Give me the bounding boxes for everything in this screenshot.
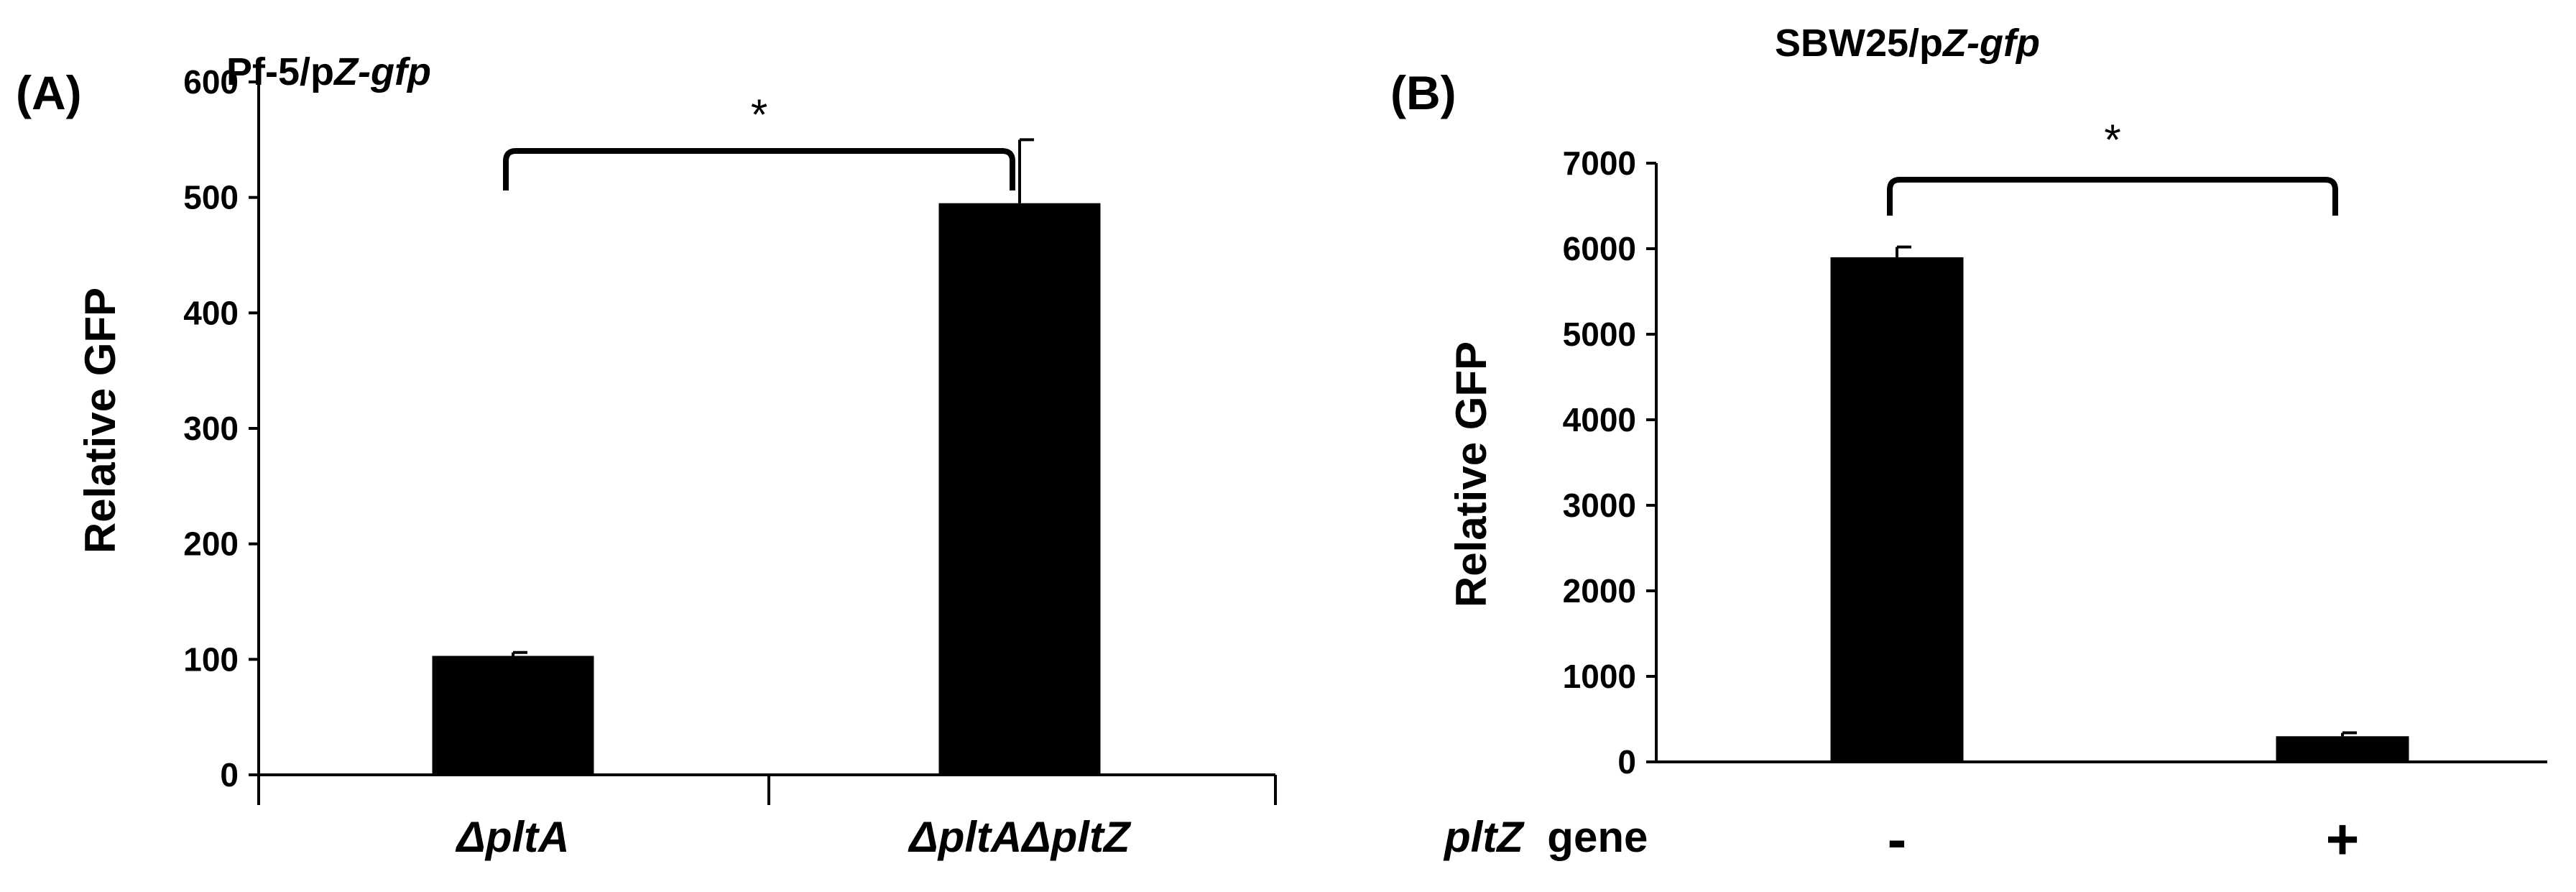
- y-tick-label-b: 6000: [1563, 230, 1636, 267]
- y-tick-label-a: 200: [183, 525, 239, 563]
- y-tick-label-a: 0: [220, 756, 239, 794]
- chart-panel-a: (A) Pf-5/pZ-gfp Relative GFP 0 100 200 300 4…: [16, 50, 1277, 861]
- y-tick-label-b: 4000: [1563, 401, 1636, 438]
- y-tick-label-b: 7000: [1563, 144, 1636, 182]
- bar-b: [2276, 736, 2409, 762]
- bar-a: [432, 656, 594, 775]
- x-axis-label-b-part-1: pltZ: [1443, 813, 1525, 861]
- x-tick-label-b: -: [1888, 807, 1907, 871]
- chart-title-b: SBW25/pZ-gfp: [1775, 22, 2040, 65]
- bar-b: [1830, 257, 1964, 762]
- y-tick-label-a: 400: [183, 294, 239, 331]
- significance-star-b: *: [2104, 116, 2120, 164]
- y-tick-label-a: 600: [183, 63, 239, 101]
- x-axis-label-b-part-2: gene: [1523, 813, 1648, 861]
- chart-title-b-part-1: SBW25/p: [1775, 22, 1943, 65]
- chart-title-a: Pf-5/pZ-gfp: [226, 50, 431, 93]
- chart-title-a-part-2: Z-gfp: [333, 50, 431, 93]
- y-tick-label-a: 300: [183, 410, 239, 447]
- y-tick-label-a: 500: [183, 179, 239, 216]
- y-axis-label-a: Relative GFP: [76, 288, 124, 553]
- chart-title-a-part-1: Pf-5/p: [226, 50, 334, 93]
- y-tick-label-b: 5000: [1563, 316, 1636, 353]
- x-tick-label-b: +: [2326, 807, 2360, 871]
- x-tick-label-a: ΔpltA: [456, 813, 570, 861]
- y-tick-label-b: 0: [1617, 743, 1636, 781]
- significance-star-a: *: [751, 91, 767, 139]
- y-tick-label-b: 1000: [1563, 658, 1636, 695]
- panel-label-a: (A): [16, 66, 82, 119]
- chart-title-b-part-2: Z-gfp: [1942, 22, 2040, 65]
- significance-bracket-a: [503, 148, 1015, 190]
- chart-panel-b: (B) SBW25/pZ-gfp Relative GFP pltZ gene …: [1390, 22, 2547, 871]
- y-tick-label-a: 100: [183, 640, 239, 678]
- bar-a: [938, 203, 1101, 775]
- y-tick-label-b: 2000: [1563, 572, 1636, 610]
- y-tick-label-b: 3000: [1563, 487, 1636, 524]
- y-axis-label-b: Relative GFP: [1447, 341, 1495, 607]
- panel-label-b: (B): [1390, 66, 1456, 119]
- significance-bracket-b: [1887, 177, 2338, 216]
- x-tick-label-a: ΔpltAΔpltZ: [908, 813, 1131, 861]
- x-axis-label-b: pltZ gene: [1443, 813, 1648, 861]
